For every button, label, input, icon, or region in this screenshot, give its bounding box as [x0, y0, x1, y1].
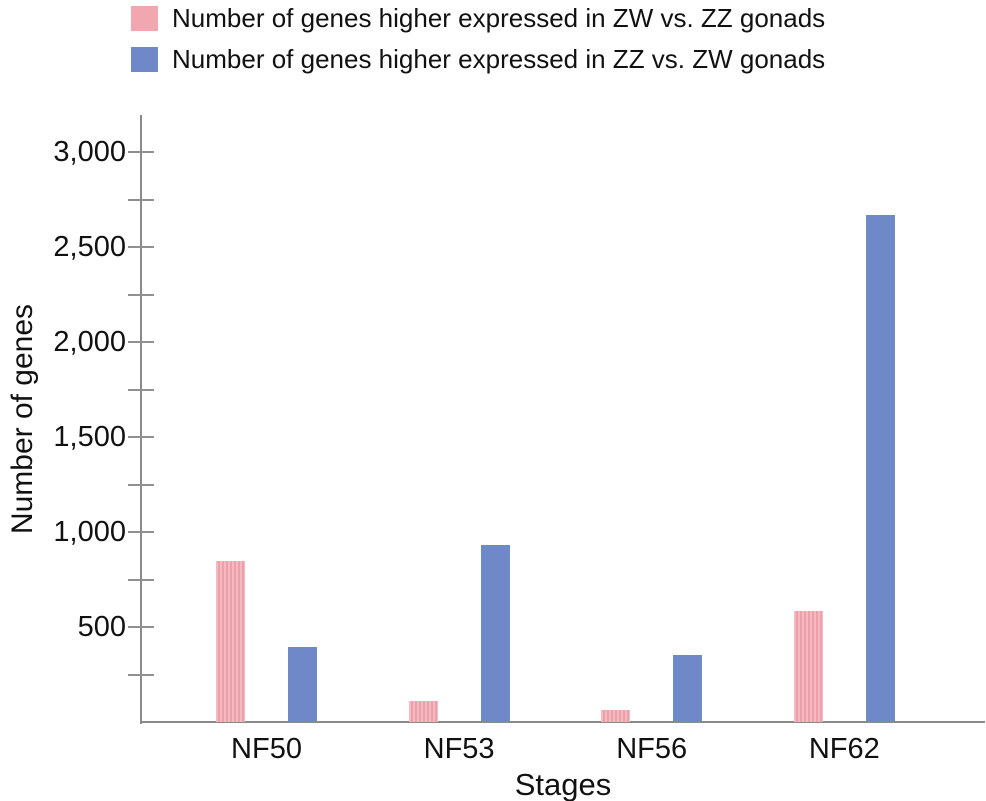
- y-minor-tick-1250: [128, 483, 154, 486]
- x-axis-line: [140, 721, 985, 723]
- y-minor-tick-1750: [128, 388, 154, 391]
- y-major-tick-3000: [128, 151, 154, 153]
- legend-item-zz-higher: Number of genes higher expressed in ZZ v…: [131, 43, 825, 75]
- y-major-tick-2000: [128, 341, 154, 343]
- legend-item-zw-higher: Number of genes higher expressed in ZW v…: [131, 2, 825, 34]
- y-tick-label-500: 500: [77, 611, 126, 643]
- bar-NF62-zz-higher: [865, 214, 895, 722]
- bar-NF50-zw-higher: [216, 560, 245, 722]
- bar-NF62-zw-higher: [793, 610, 823, 722]
- y-tick-label-1000: 1,000: [53, 516, 126, 548]
- bar-NF56-zw-higher: [601, 709, 631, 722]
- legend-label-zz-higher: Number of genes higher expressed in ZZ v…: [172, 43, 826, 74]
- y-major-tick-1500: [128, 436, 154, 438]
- y-tick-label-1500: 1,500: [53, 421, 126, 453]
- y-axis-line: [140, 115, 142, 724]
- x-axis-title: Stages: [514, 767, 612, 801]
- y-major-tick-2500: [128, 246, 154, 248]
- bar-NF56-zz-higher: [673, 654, 703, 722]
- x-tick-label-NF50: NF50: [231, 733, 302, 765]
- y-minor-tick-2250: [128, 293, 154, 296]
- y-minor-tick-750: [128, 578, 154, 581]
- bar-NF53-zz-higher: [480, 545, 510, 722]
- y-major-tick-500: [128, 626, 154, 628]
- legend-label-zw-higher: Number of genes higher expressed in ZW v…: [172, 2, 826, 33]
- y-minor-tick-2750: [128, 198, 154, 201]
- legend-swatch-zz-higher: [131, 46, 158, 72]
- y-major-tick-1000: [128, 531, 154, 533]
- bar-NF53-zw-higher: [408, 701, 438, 722]
- x-tick-label-NF53: NF53: [423, 733, 495, 765]
- y-tick-label-2000: 2,000: [53, 326, 126, 358]
- legend-swatch-zw-higher: [131, 5, 158, 31]
- x-tick-label-NF62: NF62: [808, 733, 880, 765]
- x-tick-label-NF56: NF56: [616, 733, 688, 765]
- bar-NF50-zz-higher: [288, 646, 317, 722]
- y-tick-label-3000: 3,000: [53, 136, 126, 168]
- y-tick-label-2500: 2,500: [53, 231, 126, 263]
- y-minor-tick-250: [128, 673, 154, 676]
